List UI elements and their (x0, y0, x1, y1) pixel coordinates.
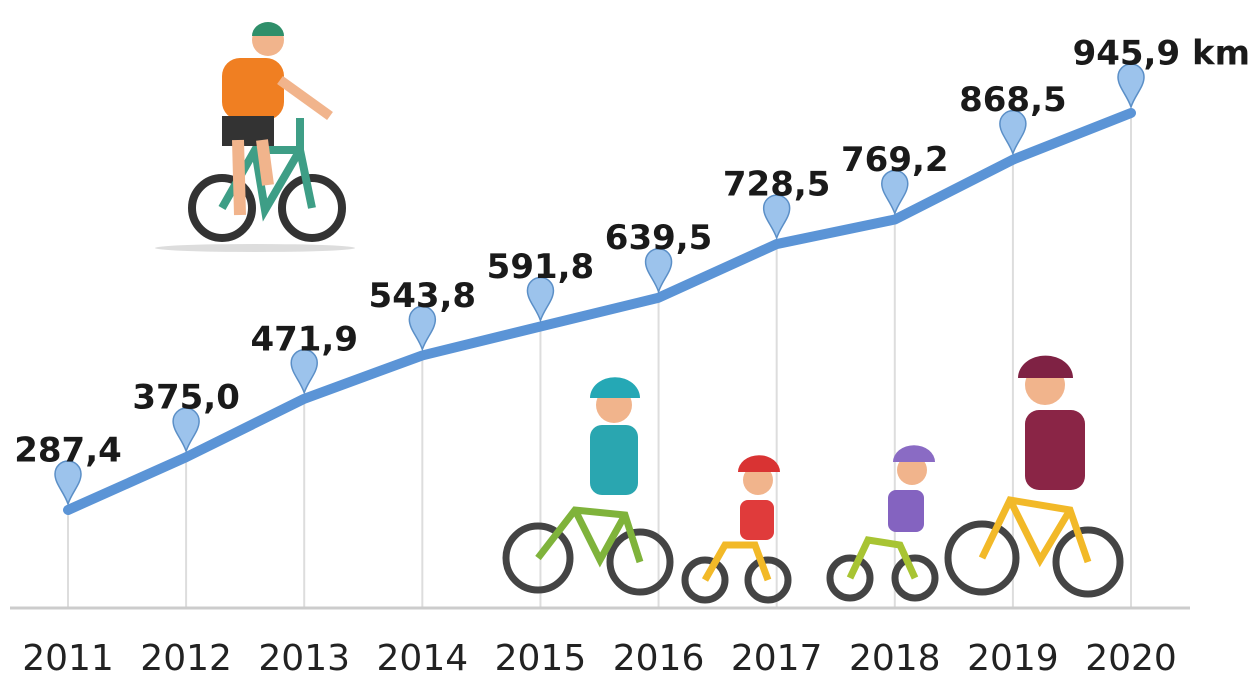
x-tick-label: 2016 (613, 638, 705, 674)
x-tick-label: 2011 (22, 638, 114, 674)
x-tick-label: 2018 (849, 638, 941, 674)
illustration-family (506, 356, 1120, 600)
chart: 287,4375,0471,9 543,8591,8639,5728,5769,2… (0, 0, 1254, 674)
value-label: 591,8 (487, 247, 595, 287)
x-tick-label: 2017 (731, 638, 823, 674)
value-label: 471,9 (250, 319, 358, 359)
value-label: 639,5 (605, 218, 713, 258)
value-label: 543,8 (369, 276, 477, 316)
x-tick-label: 2020 (1085, 638, 1177, 674)
value-label: 769,2 (841, 140, 949, 180)
value-label: 728,5 (723, 165, 831, 205)
grid (10, 113, 1190, 608)
value-label: 375,0 (132, 378, 240, 418)
value-label: 287,4 (14, 431, 122, 471)
illustration-cyclist (155, 22, 355, 252)
x-tick-label: 2013 (258, 638, 350, 674)
x-tick-label: 2019 (967, 638, 1059, 674)
value-label: 945,9 km (1073, 34, 1250, 74)
value-label: 868,5 (959, 80, 1067, 120)
x-tick-label: 2015 (495, 638, 587, 674)
x-tick-label: 2012 (140, 638, 232, 674)
x-tick-label: 2014 (377, 638, 469, 674)
